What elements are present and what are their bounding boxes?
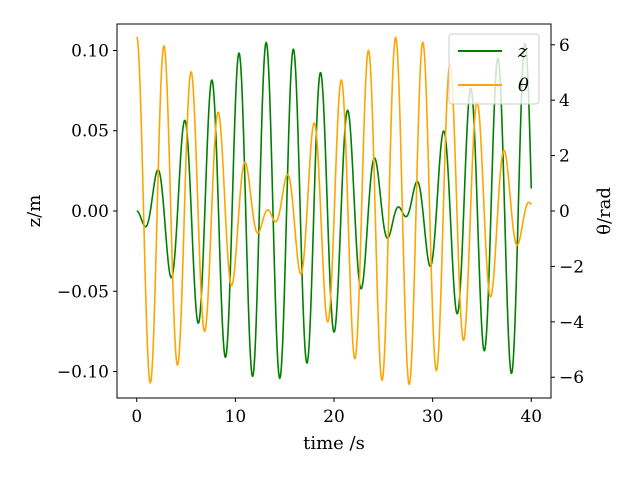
right-y-tick-label: 0 [559,202,570,222]
x-tick-label: 40 [520,407,542,427]
left-y-tick-label: −0.10 [57,363,109,383]
legend-label-theta: θ [518,75,529,96]
right-y-tick-label: −2 [559,257,584,277]
right-y-tick-label: −6 [559,368,584,388]
x-tick-label: 20 [323,407,345,427]
right-y-tick-label: 2 [559,147,570,167]
left-y-axis-label: z/m [24,195,45,228]
right-y-tick-label: 6 [559,36,570,56]
right-y-tick-label: 4 [559,91,570,111]
x-axis-ticks: 0 10 20 30 40 [131,398,542,427]
x-tick-label: 0 [131,407,142,427]
legend-label-z: z [517,41,528,62]
right-y-axis-ticks: 6 4 2 0 −2 −4 −6 [551,36,584,388]
left-y-tick-label: 0.00 [71,202,109,222]
series-line-theta [136,36,532,386]
left-y-tick-label: 0.10 [71,41,109,61]
left-y-axis-ticks: 0.10 0.05 0.00 −0.05 −0.10 [57,41,117,383]
right-y-tick-label: −4 [559,313,584,333]
right-y-axis-label: θ/rad [594,187,615,235]
x-axis-label: time /s [303,433,365,454]
series-line-z [136,41,533,380]
series-layer [136,36,533,386]
x-tick-label: 30 [422,407,444,427]
legend: z θ [448,33,540,105]
left-y-tick-label: −0.05 [57,282,109,302]
left-y-tick-label: 0.05 [71,122,109,142]
x-tick-label: 10 [225,407,247,427]
